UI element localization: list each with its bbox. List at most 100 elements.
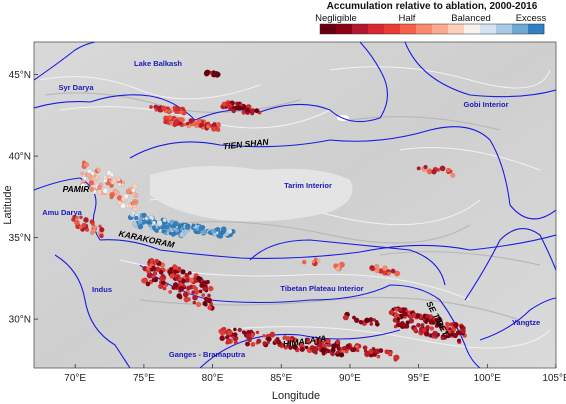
glacier-point xyxy=(164,282,169,287)
glacier-point xyxy=(384,349,390,355)
glacier-point xyxy=(149,258,154,264)
colorbar-swatch xyxy=(384,24,401,34)
glacier-point xyxy=(262,333,266,338)
glacier-point xyxy=(393,354,400,361)
glacier-point xyxy=(245,332,251,339)
glacier-point xyxy=(116,177,121,182)
glacier-point xyxy=(335,266,341,272)
glacier-point xyxy=(216,123,221,128)
glacier-point xyxy=(452,332,458,339)
glacier-point xyxy=(106,191,110,196)
glacier-point xyxy=(231,108,236,114)
colorbar-swatch xyxy=(464,24,481,34)
glacier-point xyxy=(374,320,379,324)
glacier-point xyxy=(445,167,451,173)
glacier-point xyxy=(189,277,195,284)
glacier-point xyxy=(86,172,91,178)
boundary-indus xyxy=(54,254,131,368)
glacier-point xyxy=(149,105,153,109)
glacier-point xyxy=(408,318,415,324)
glacier-point xyxy=(459,325,464,329)
glacier-point xyxy=(82,176,87,181)
glacier-point xyxy=(244,107,250,113)
boundary-ganges-south xyxy=(199,329,401,368)
glacier-point xyxy=(227,103,233,109)
glacier-point xyxy=(399,323,406,330)
glacier-point xyxy=(175,106,181,112)
x-tick-label: 75°E xyxy=(133,373,155,384)
label-lake-balkash: Lake Balkash xyxy=(134,59,182,68)
label-tien-shan: TIEN SHAN xyxy=(222,137,269,152)
glacier-point xyxy=(130,210,136,216)
label-pamir: PAMIR xyxy=(63,184,91,194)
glacier-point xyxy=(335,340,340,345)
glacier-point xyxy=(210,229,216,234)
glacier-point xyxy=(79,215,83,220)
y-tick-label: 40°N xyxy=(9,152,31,163)
glacier-point xyxy=(163,119,168,125)
glacier-point xyxy=(444,325,449,331)
glacier-point xyxy=(212,232,217,237)
legend-label-balanced: Balanced xyxy=(451,13,491,24)
glacier-point xyxy=(254,108,260,114)
glacier-point xyxy=(301,259,307,265)
glacier-point xyxy=(431,169,437,175)
glacier-point xyxy=(184,224,191,230)
glacier-point xyxy=(141,277,148,284)
glacier-point xyxy=(195,301,202,308)
glacier-point xyxy=(99,233,104,239)
legend-title: Accumulation relative to ablation, 2000-… xyxy=(327,1,538,12)
label-ganges-bramaputra: Ganges - Bramaputra xyxy=(169,350,246,359)
glacier-point xyxy=(262,341,268,346)
glacier-point xyxy=(184,272,189,278)
glacier-point xyxy=(237,327,243,333)
glacier-point xyxy=(78,225,83,230)
glacier-point xyxy=(152,271,158,276)
glacier-point xyxy=(145,266,150,271)
glacier-point xyxy=(180,269,186,275)
glacier-point xyxy=(192,300,197,305)
glacier-point xyxy=(344,350,349,354)
glacier-point xyxy=(446,322,451,327)
label-yangtze: Yangtze xyxy=(512,318,540,327)
glacier-point xyxy=(173,119,180,125)
boundary-east xyxy=(509,204,556,220)
y-axis-ticks: 45°N 40°N 35°N 30°N xyxy=(9,70,38,326)
glacier-point xyxy=(370,265,375,270)
colorbar-swatch xyxy=(480,24,497,34)
glacier-point xyxy=(117,182,122,186)
legend: Accumulation relative to ablation, 2000-… xyxy=(315,1,547,35)
glacier-point xyxy=(283,345,288,350)
glacier-point xyxy=(170,231,176,237)
glacier-point xyxy=(398,307,403,312)
glacier-point xyxy=(269,331,275,337)
colorbar-swatch xyxy=(496,24,513,34)
glacier-point xyxy=(168,266,174,272)
glacier-point xyxy=(450,172,456,178)
glacier-point xyxy=(160,105,167,111)
glacier-point xyxy=(374,263,380,270)
glacier-point xyxy=(316,258,321,263)
label-amu-darya: Amu Darya xyxy=(42,208,82,217)
glacier-point xyxy=(241,330,246,335)
glacier-point xyxy=(226,329,233,336)
y-tick-label: 30°N xyxy=(9,315,31,326)
glacier-point xyxy=(151,225,156,230)
colorbar xyxy=(319,23,545,35)
legend-label-half: Half xyxy=(399,13,416,24)
glacier-point xyxy=(164,224,170,230)
x-tick-label: 90°E xyxy=(339,373,361,384)
glacier-point xyxy=(452,322,459,328)
glacier-point xyxy=(162,286,167,291)
glacier-point xyxy=(376,354,381,359)
glacier-point xyxy=(121,183,125,188)
glacier-point xyxy=(191,223,196,228)
glacier-point xyxy=(217,232,224,239)
glacier-point xyxy=(447,329,452,334)
glacier-point xyxy=(403,312,408,317)
glacier-point xyxy=(330,347,336,353)
glacier-point xyxy=(424,320,428,325)
glacier-point xyxy=(233,327,237,332)
colorbar-swatch xyxy=(400,24,417,34)
